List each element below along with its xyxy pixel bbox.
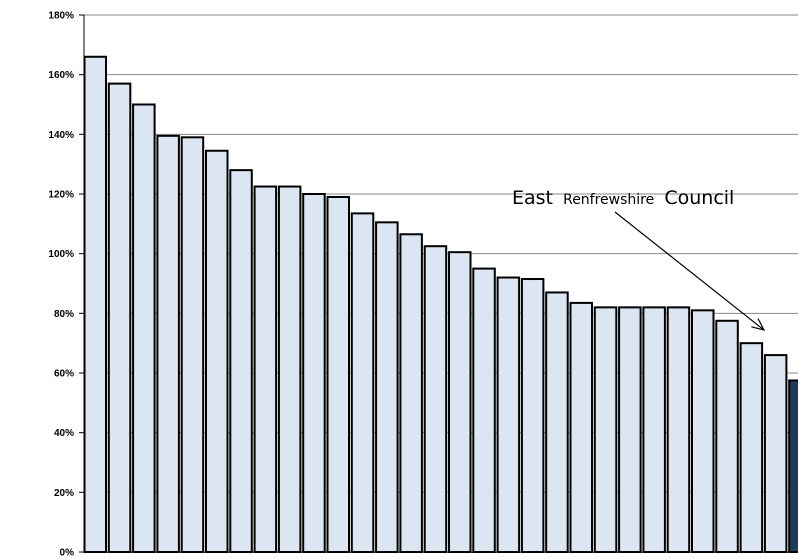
bar — [399, 233, 423, 553]
bar — [277, 185, 302, 554]
bar — [496, 276, 521, 553]
bar — [375, 221, 399, 553]
bar — [448, 251, 472, 554]
bar — [180, 136, 205, 553]
bars — [83, 55, 798, 554]
bar — [302, 193, 326, 553]
bar — [132, 103, 156, 553]
bar — [642, 306, 666, 553]
bar — [472, 267, 496, 553]
annotation-word-3: Council — [664, 187, 734, 209]
bar — [691, 309, 715, 553]
y-tick-label: 60% — [54, 369, 74, 380]
y-axis-tick-labels: 0% 20% 40% 60% 80% 100% 120% 140% 160% 180% — [48, 11, 74, 559]
bar — [520, 278, 545, 553]
bar — [156, 134, 180, 553]
bar — [569, 301, 593, 553]
bar — [593, 306, 618, 553]
bar — [666, 306, 691, 553]
bar — [763, 354, 788, 553]
bar — [205, 149, 229, 553]
bar — [618, 306, 642, 553]
y-tick-label: 100% — [48, 249, 74, 260]
y-tick-label: 40% — [54, 428, 74, 439]
y-tick-label: 20% — [54, 488, 74, 499]
annotation-arrow — [614, 211, 765, 331]
y-tick-label: 120% — [48, 190, 74, 201]
bar — [229, 169, 253, 553]
bar — [423, 245, 448, 553]
y-tick-label: 180% — [48, 11, 74, 22]
y-tick-label: 160% — [48, 70, 74, 81]
annotation-arrowhead — [751, 318, 766, 331]
bar — [739, 342, 764, 553]
bar — [715, 319, 739, 553]
annotation-word-2: Renfrewshire — [563, 192, 654, 208]
y-tick-label: 0% — [60, 548, 75, 559]
bar-highlighted — [788, 379, 798, 554]
bar — [83, 55, 107, 554]
bar — [350, 212, 375, 553]
bar — [326, 195, 350, 553]
y-tick-label: 140% — [48, 130, 74, 141]
bar — [253, 185, 278, 554]
annotation-label: East Renfrewshire Council — [512, 187, 734, 209]
y-tick-label: 80% — [54, 309, 74, 320]
annotation-word-1: East — [512, 187, 553, 209]
bar — [107, 82, 132, 553]
bar — [545, 291, 569, 553]
